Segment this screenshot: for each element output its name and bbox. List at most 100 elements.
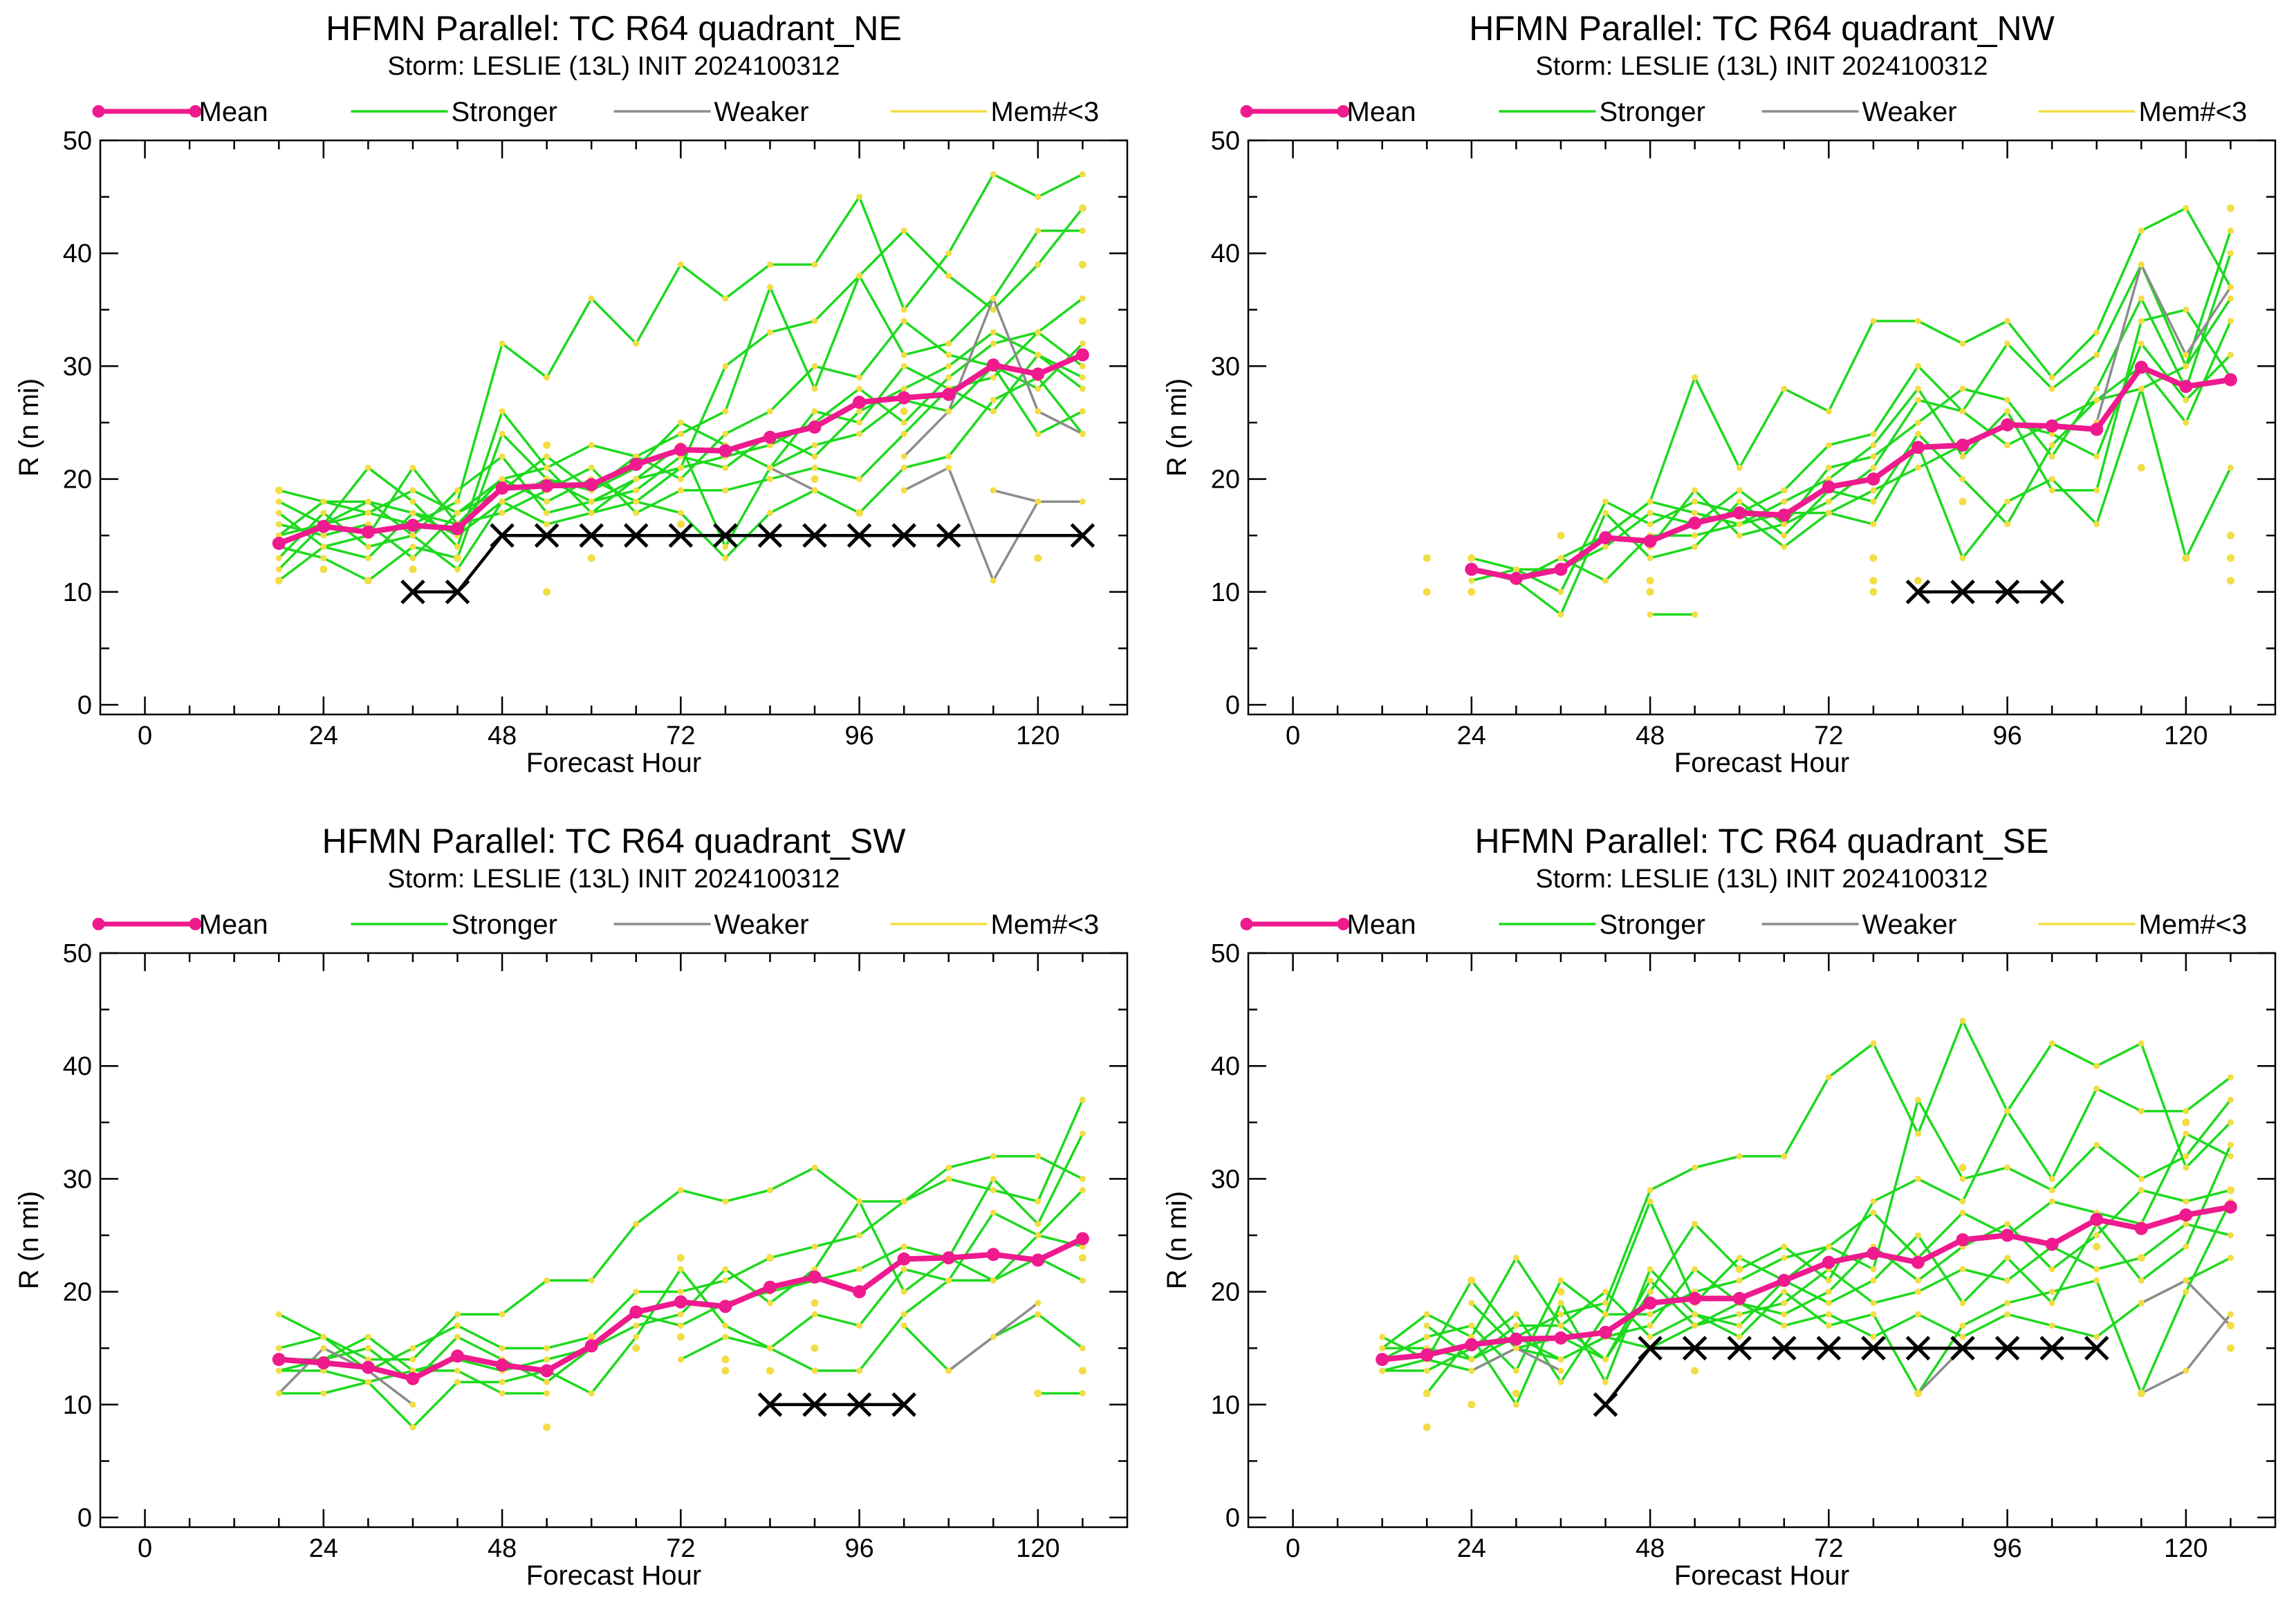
mean-point [584, 1339, 598, 1353]
member-point [1602, 544, 1609, 551]
member-point [1647, 510, 1654, 517]
x-tick-label: 0 [138, 1534, 152, 1563]
member-point [1825, 1243, 1832, 1250]
legend-mean-marker [189, 105, 202, 118]
member-point [1736, 1277, 1743, 1284]
member-point [409, 544, 416, 551]
observed-marker [757, 1392, 783, 1417]
member-point [1647, 521, 1654, 528]
small-member-point [1557, 1288, 1565, 1296]
observed-marker [1950, 580, 1975, 605]
member-point [990, 1277, 997, 1284]
small-member-point [454, 554, 462, 562]
member-point [2227, 1311, 2234, 1318]
member-point [409, 464, 416, 471]
mean-point [1867, 1246, 1880, 1260]
member-point [1914, 1289, 1921, 1295]
member-point [1512, 1345, 1519, 1351]
member-point [1959, 1198, 1966, 1205]
member-point [1079, 228, 1086, 234]
mean-point [763, 430, 777, 444]
member-point [1512, 1401, 1519, 1408]
y-tick-label: 20 [1211, 1278, 1240, 1307]
member-point [1079, 171, 1086, 178]
member-point [900, 430, 907, 437]
member-point [1959, 1266, 1966, 1273]
member-point [1825, 1300, 1832, 1307]
member-point [1870, 1266, 1877, 1273]
member-point [1781, 1300, 1788, 1307]
mean-point [719, 444, 732, 458]
member-point [1959, 340, 1966, 347]
member-point [499, 510, 506, 517]
member-point [1914, 317, 1921, 324]
legend-mean-label: Mean [199, 910, 268, 940]
member-point [766, 1345, 773, 1351]
small-member-point [1557, 531, 1565, 539]
x-axis-label: Forecast Hour [526, 1560, 701, 1591]
small-member-point [2137, 463, 2145, 472]
member-point [945, 408, 952, 415]
chart-panel: HFMN Parallel: TC R64 quadrant_SW Storm: … [14, 822, 1129, 1591]
member-point [2004, 1107, 2011, 1114]
member-point [1035, 408, 1041, 415]
member-point [1870, 1334, 1877, 1340]
mean-point [763, 1280, 777, 1294]
mean-point [1031, 367, 1045, 381]
member-point [811, 442, 818, 449]
member-point [2093, 1085, 2100, 1092]
mean-point [272, 537, 286, 551]
member-point [454, 498, 461, 505]
member-point [677, 487, 684, 494]
member-point [722, 1334, 729, 1340]
member-point [1035, 1153, 1041, 1160]
mean-point [406, 1372, 420, 1385]
member-point [2048, 487, 2055, 494]
mean-point [540, 1364, 554, 1378]
member-point [1602, 510, 1609, 517]
member-point [1035, 498, 1041, 505]
member-point [1870, 1209, 1877, 1216]
member-point [1035, 194, 1041, 201]
data-layer [272, 1096, 1089, 1431]
member-point [2004, 408, 2011, 415]
legend-weaker-label: Weaker [714, 910, 809, 940]
small-member-point [2137, 1254, 2145, 1262]
member-point [1647, 1322, 1654, 1329]
mean-point [897, 1252, 911, 1266]
y-axis-label: R (n mi) [14, 378, 44, 477]
observed-marker [936, 523, 961, 548]
member-point [1959, 1209, 1966, 1216]
mean-point [1643, 534, 1657, 548]
mean-point [1956, 439, 1970, 452]
member-point [2004, 442, 2011, 449]
mean-point [1822, 1255, 1835, 1269]
member-point [1781, 1289, 1788, 1295]
member-point [945, 453, 952, 460]
member-point [811, 362, 818, 369]
member-point [1512, 1255, 1519, 1262]
stronger-member-line [1471, 342, 2232, 582]
member-point [454, 1322, 461, 1329]
member-point [945, 374, 952, 381]
member-point [1692, 510, 1698, 517]
member-point [2004, 1300, 2011, 1307]
small-member-point [1078, 317, 1086, 325]
mean-point [2223, 373, 2237, 387]
member-point [1870, 1198, 1877, 1205]
observed-marker [1861, 1336, 1886, 1360]
member-point [2048, 453, 2055, 460]
observed-marker [490, 523, 515, 548]
plot-frame [1247, 952, 2277, 1529]
member-point [2004, 1311, 2011, 1318]
mean-point [1599, 530, 1613, 544]
mean-point [942, 387, 956, 401]
member-point [1079, 340, 1086, 347]
member-point [1079, 430, 1086, 437]
member-point [2048, 1175, 2055, 1182]
y-tick-label: 20 [1211, 465, 1240, 495]
mean-point [1075, 1232, 1089, 1246]
mean-point [808, 1270, 822, 1284]
member-point [499, 453, 506, 460]
member-point [2004, 521, 2011, 528]
